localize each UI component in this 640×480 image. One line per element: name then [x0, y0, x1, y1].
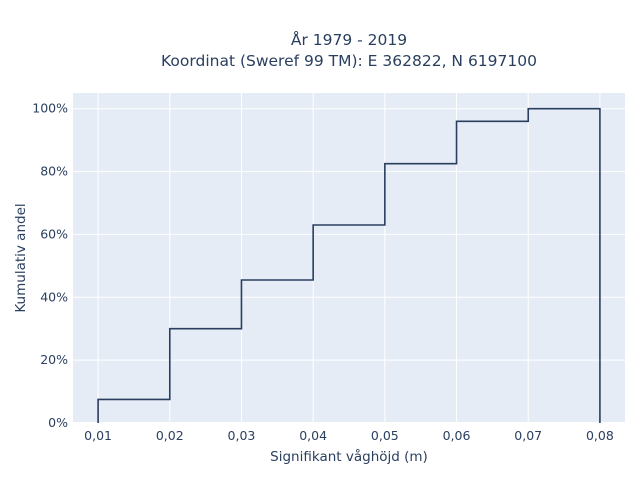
x-tick-label: 0,08 — [586, 428, 614, 443]
y-tick-label: 60% — [40, 226, 68, 241]
plot-area-background — [73, 93, 625, 423]
x-axis-label: Signifikant våghöjd (m) — [270, 448, 428, 465]
y-axis-ticks: 0% 20% 40% 60% 80% 100% — [32, 101, 68, 430]
chart-title: År 1979 - 2019 — [291, 30, 407, 49]
x-tick-label: 0,01 — [84, 428, 112, 443]
y-tick-label: 100% — [32, 101, 68, 116]
y-tick-label: 80% — [40, 164, 68, 179]
y-tick-label: 20% — [40, 352, 68, 367]
x-tick-label: 0,07 — [514, 428, 542, 443]
x-axis-ticks: 0,01 0,02 0,03 0,04 0,05 0,06 0,07 0,08 — [84, 428, 614, 443]
y-axis-label: Kumulativ andel — [13, 203, 29, 312]
y-tick-label: 0% — [48, 415, 68, 430]
x-tick-label: 0,04 — [299, 428, 327, 443]
x-tick-label: 0,02 — [156, 428, 184, 443]
series-layer — [97, 107, 601, 423]
x-tick-label: 0,05 — [371, 428, 399, 443]
cumulative-step-line — [97, 107, 601, 423]
x-tick-label: 0,06 — [443, 428, 471, 443]
x-tick-label: 0,03 — [228, 428, 256, 443]
chart-subtitle: Koordinat (Sweref 99 TM): E 362822, N 61… — [161, 52, 537, 70]
y-tick-label: 40% — [40, 289, 68, 304]
